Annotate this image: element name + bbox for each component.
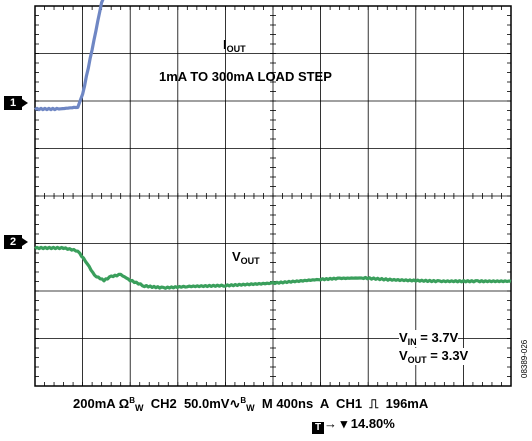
iout-label: IOUT (223, 37, 246, 54)
vout-label: VOUT (232, 249, 260, 266)
trace-vout (34, 245, 512, 290)
load-step-label: 1mA TO 300mA LOAD STEP (159, 69, 332, 84)
channel-2-marker: 2 (4, 235, 28, 249)
scope-settings-line1: 200mA ΩBW CH2 50.0mV∿BW M 400ns A CH1 ⎍ … (73, 396, 429, 413)
scope-settings-line2: T → ▾ 14.80% (312, 416, 395, 434)
vout-condition-label: VOUT = 3.3V (399, 348, 469, 365)
figure-id: 08389-026 (520, 339, 529, 378)
trigger-marker-icon: T (312, 422, 324, 434)
channel-1-marker: 1 (4, 96, 28, 110)
vin-condition-label: VIN = 3.7V (399, 330, 459, 347)
